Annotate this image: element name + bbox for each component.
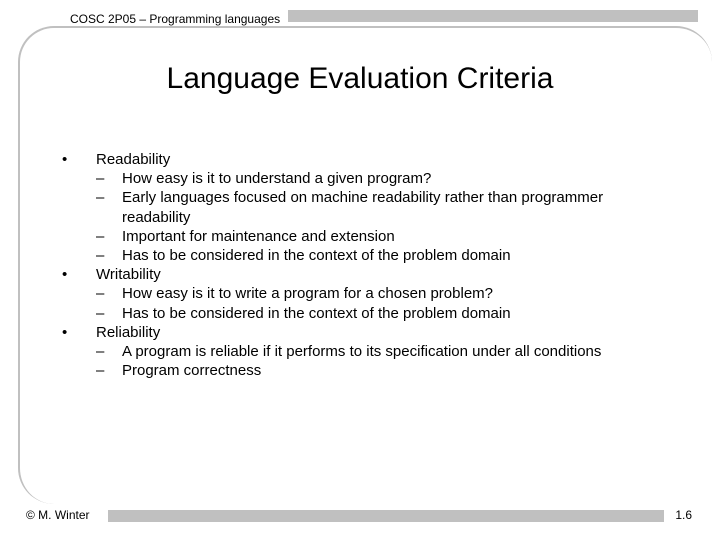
- footer-page-number: 1.6: [675, 508, 692, 522]
- header-bar-decoration: [288, 10, 698, 22]
- bullet-icon: •: [62, 323, 96, 342]
- sub-list-item: –Has to be considered in the context of …: [96, 304, 662, 323]
- header-course: COSC 2P05 – Programming languages: [70, 12, 280, 26]
- bullet-icon: •: [62, 265, 96, 284]
- list-item-label: Readability: [96, 150, 662, 169]
- slide-body: • Readability –How easy is it to underst…: [62, 150, 662, 380]
- list-item-label: Reliability: [96, 323, 662, 342]
- slide-title: Language Evaluation Criteria: [0, 62, 720, 96]
- sub-list-item-text: Has to be considered in the context of t…: [122, 304, 662, 323]
- dash-icon: –: [96, 342, 122, 361]
- sub-list-item: –Has to be considered in the context of …: [96, 246, 662, 265]
- sub-list-item: –A program is reliable if it performs to…: [96, 342, 662, 361]
- sub-list-item: –How easy is it to understand a given pr…: [96, 169, 662, 188]
- sub-list-item-text: Has to be considered in the context of t…: [122, 246, 662, 265]
- dash-icon: –: [96, 304, 122, 323]
- dash-icon: –: [96, 361, 122, 380]
- sub-list-item: –Early languages focused on machine read…: [96, 188, 662, 226]
- sub-list-item: –How easy is it to write a program for a…: [96, 284, 662, 303]
- dash-icon: –: [96, 246, 122, 265]
- sub-list-item-text: Important for maintenance and extension: [122, 227, 662, 246]
- footer-author: © M. Winter: [26, 508, 90, 522]
- list-item: • Writability: [62, 265, 662, 284]
- sub-list-item-text: A program is reliable if it performs to …: [122, 342, 662, 361]
- dash-icon: –: [96, 227, 122, 246]
- list-item: • Reliability: [62, 323, 662, 342]
- dash-icon: –: [96, 284, 122, 303]
- sub-list-item: –Important for maintenance and extension: [96, 227, 662, 246]
- list-item-label: Writability: [96, 265, 662, 284]
- dash-icon: –: [96, 188, 122, 226]
- list-item: • Readability: [62, 150, 662, 169]
- sub-list-item-text: How easy is it to write a program for a …: [122, 284, 662, 303]
- footer-bar-decoration: [108, 510, 664, 522]
- bullet-icon: •: [62, 150, 96, 169]
- slide: COSC 2P05 – Programming languages Langua…: [0, 0, 720, 540]
- sub-list-item: –Program correctness: [96, 361, 662, 380]
- sub-list-item-text: Early languages focused on machine reada…: [122, 188, 662, 226]
- sub-list-item-text: Program correctness: [122, 361, 662, 380]
- sub-list-item-text: How easy is it to understand a given pro…: [122, 169, 662, 188]
- dash-icon: –: [96, 169, 122, 188]
